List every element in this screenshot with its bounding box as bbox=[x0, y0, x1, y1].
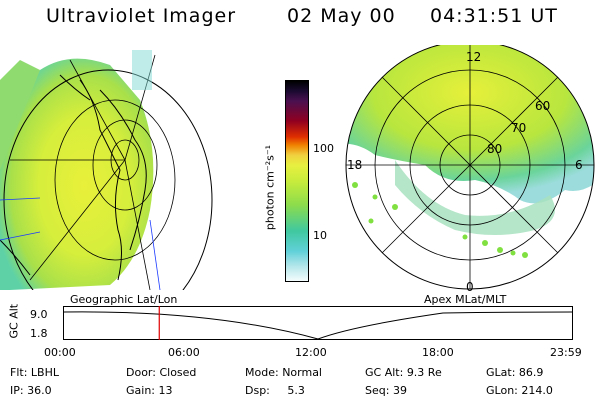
x-tick-1200: 12:00 bbox=[295, 346, 327, 359]
status-mode: Mode: Normal bbox=[245, 366, 322, 379]
orbit-timeline bbox=[63, 306, 573, 340]
status-dsp: Dsp: 5.3 bbox=[245, 384, 305, 397]
status-flt: Flt: LBHL bbox=[10, 366, 59, 379]
status-glat: GLat: 86.9 bbox=[486, 366, 544, 379]
x-tick-0600: 06:00 bbox=[168, 346, 200, 359]
colorbar bbox=[285, 80, 309, 282]
status-seq: Seq: 39 bbox=[365, 384, 407, 397]
colorbar-tick-10: 10 bbox=[313, 229, 327, 242]
x-tick-0000: 00:00 bbox=[44, 346, 76, 359]
status-door: Door: Closed bbox=[126, 366, 197, 379]
earth-disk bbox=[0, 50, 213, 290]
mlt-label-6: 6 bbox=[575, 158, 583, 172]
geographic-image bbox=[0, 50, 213, 290]
x-tick-2359: 23:59 bbox=[550, 346, 582, 359]
apex-label: Apex MLat/MLT bbox=[424, 293, 507, 306]
status-ip: IP: 36.0 bbox=[10, 384, 52, 397]
lat-label-60: 60 bbox=[535, 99, 550, 113]
mlt-label-12: 12 bbox=[466, 50, 481, 64]
colorbar-tick-100: 100 bbox=[313, 142, 334, 155]
x-tick-1800: 18:00 bbox=[422, 346, 454, 359]
y-tick-1.8: 1.8 bbox=[30, 327, 48, 340]
mlt-label-0: 0 bbox=[466, 280, 474, 294]
status-gcalt: GC Alt: 9.3 Re bbox=[365, 366, 442, 379]
instrument-title: Ultraviolet Imager bbox=[46, 5, 237, 27]
colorbar-unit-label: photon cm⁻²s⁻¹ bbox=[263, 144, 277, 231]
y-tick-9: 9.0 bbox=[30, 308, 48, 321]
altitude-curve bbox=[63, 311, 573, 340]
mlt-label-18: 18 bbox=[347, 158, 362, 172]
date-label: 02 May 00 bbox=[287, 5, 396, 27]
lat-label-80: 80 bbox=[487, 142, 502, 156]
lat-label-70: 70 bbox=[511, 121, 526, 135]
status-glon: GLon: 214.0 bbox=[486, 384, 553, 397]
timeline-ylabel: GC Alt bbox=[7, 303, 21, 339]
geographic-label: Geographic Lat/Lon bbox=[70, 293, 178, 306]
polar-plot: 12 18 6 0 60 70 80 bbox=[345, 45, 595, 294]
time-label: 04:31:51 UT bbox=[430, 5, 558, 27]
status-gain: Gain: 13 bbox=[126, 384, 173, 397]
